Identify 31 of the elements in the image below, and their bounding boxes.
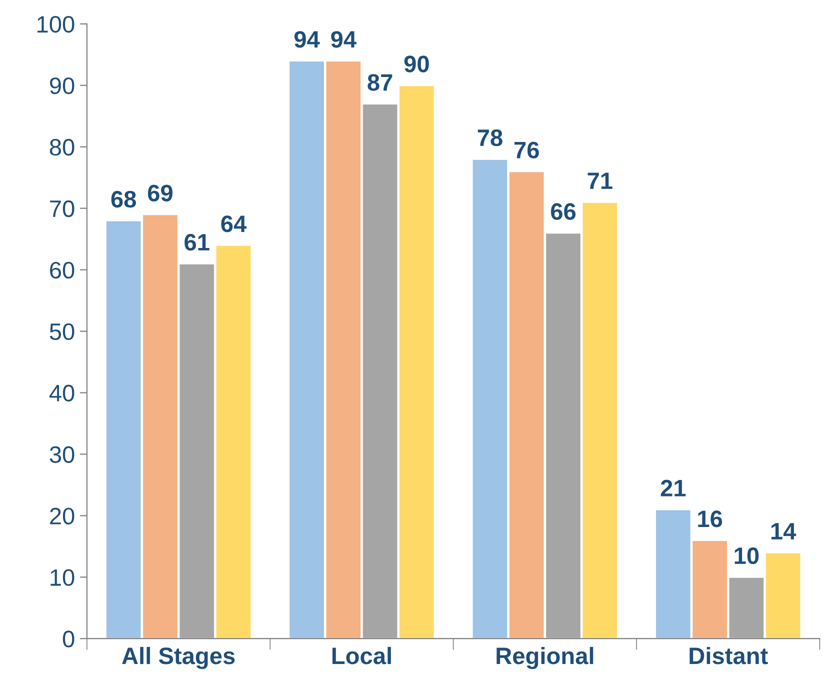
data-label: 14 [771,523,796,540]
y-tick-label: 80 [50,138,74,156]
data-label: 64 [221,215,246,232]
y-tick-label: 10 [50,569,74,586]
data-label: 78 [478,129,502,146]
data-label: 69 [148,184,172,202]
data-label: 66 [550,203,576,220]
data-label: 94 [331,31,356,48]
x-tick-label: Local [332,646,391,664]
data-label: 21 [660,480,686,496]
data-label: 76 [514,142,539,158]
x-tick-label: Distant [690,646,768,664]
y-tick-label: 20 [50,508,74,524]
y-tick-label: 100 [38,16,74,33]
y-tick-label: 90 [50,77,74,94]
data-label: 61 [184,234,210,251]
data-label: 71 [588,172,612,189]
x-tick-label: Regional [496,646,594,670]
y-tick-label: 50 [50,323,74,340]
y-tick-label: 30 [50,446,74,463]
data-label: 68 [111,190,136,208]
x-tick-label: All Stages [122,646,235,670]
data-label: 10 [734,547,759,564]
data-label: 87 [368,74,392,91]
y-tick-label: 60 [50,262,74,279]
data-label: 16 [698,510,722,528]
y-tick-label: 70 [50,200,74,218]
data-label: 94 [294,31,320,48]
y-tick-label: 0 [62,630,74,648]
data-label: 90 [404,56,429,72]
y-tick-label: 40 [49,384,74,402]
